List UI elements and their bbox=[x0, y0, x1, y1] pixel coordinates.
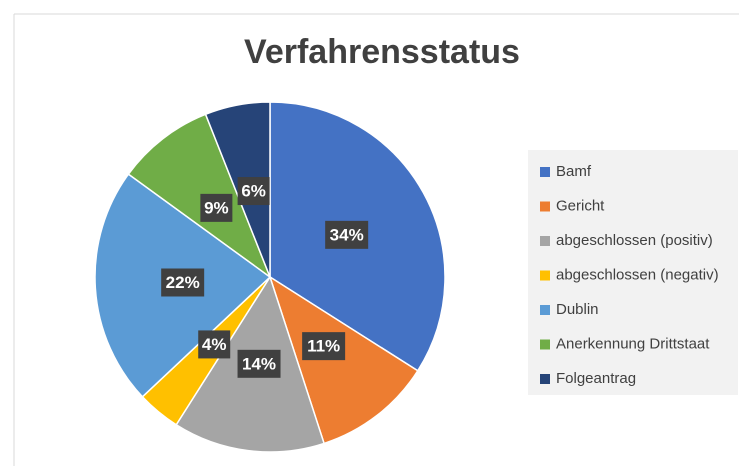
data-label-box bbox=[237, 177, 270, 206]
legend-label: Folgeantrag bbox=[556, 370, 636, 387]
legend-swatch bbox=[540, 236, 550, 246]
data-label-box bbox=[237, 349, 281, 378]
data-label: 22% bbox=[166, 273, 200, 292]
data-label-box bbox=[198, 330, 231, 359]
legend-swatch bbox=[540, 305, 550, 315]
legend-box bbox=[528, 150, 738, 395]
data-label: 9% bbox=[204, 198, 229, 217]
data-label: 34% bbox=[330, 225, 364, 244]
legend-label: Bamf bbox=[556, 163, 592, 180]
legend-label: Gericht bbox=[556, 197, 605, 214]
pie-slice bbox=[268, 275, 419, 445]
data-label: 14% bbox=[242, 354, 276, 373]
legend-label: Anerkennung Drittstaat bbox=[556, 335, 710, 352]
data-label-box bbox=[200, 193, 233, 222]
legend-label: abgeschlossen (negativ) bbox=[556, 266, 719, 283]
legend-swatch bbox=[540, 270, 550, 281]
legend-swatch bbox=[540, 339, 550, 350]
pie-slice bbox=[127, 113, 272, 280]
legend-swatch bbox=[540, 167, 550, 177]
legend-label: abgeschlossen (positiv) bbox=[556, 232, 713, 249]
data-label-box bbox=[302, 332, 346, 361]
data-label-box bbox=[161, 268, 205, 297]
data-label-box bbox=[325, 220, 369, 249]
legend-swatch bbox=[540, 374, 550, 384]
data-label: 11% bbox=[307, 337, 340, 356]
data-label: 6% bbox=[241, 182, 266, 201]
legend-label: Dublin bbox=[556, 301, 599, 318]
chart-title: Verfahrensstatus bbox=[244, 33, 520, 71]
data-label: 4% bbox=[202, 335, 227, 354]
legend-swatch bbox=[540, 201, 550, 212]
